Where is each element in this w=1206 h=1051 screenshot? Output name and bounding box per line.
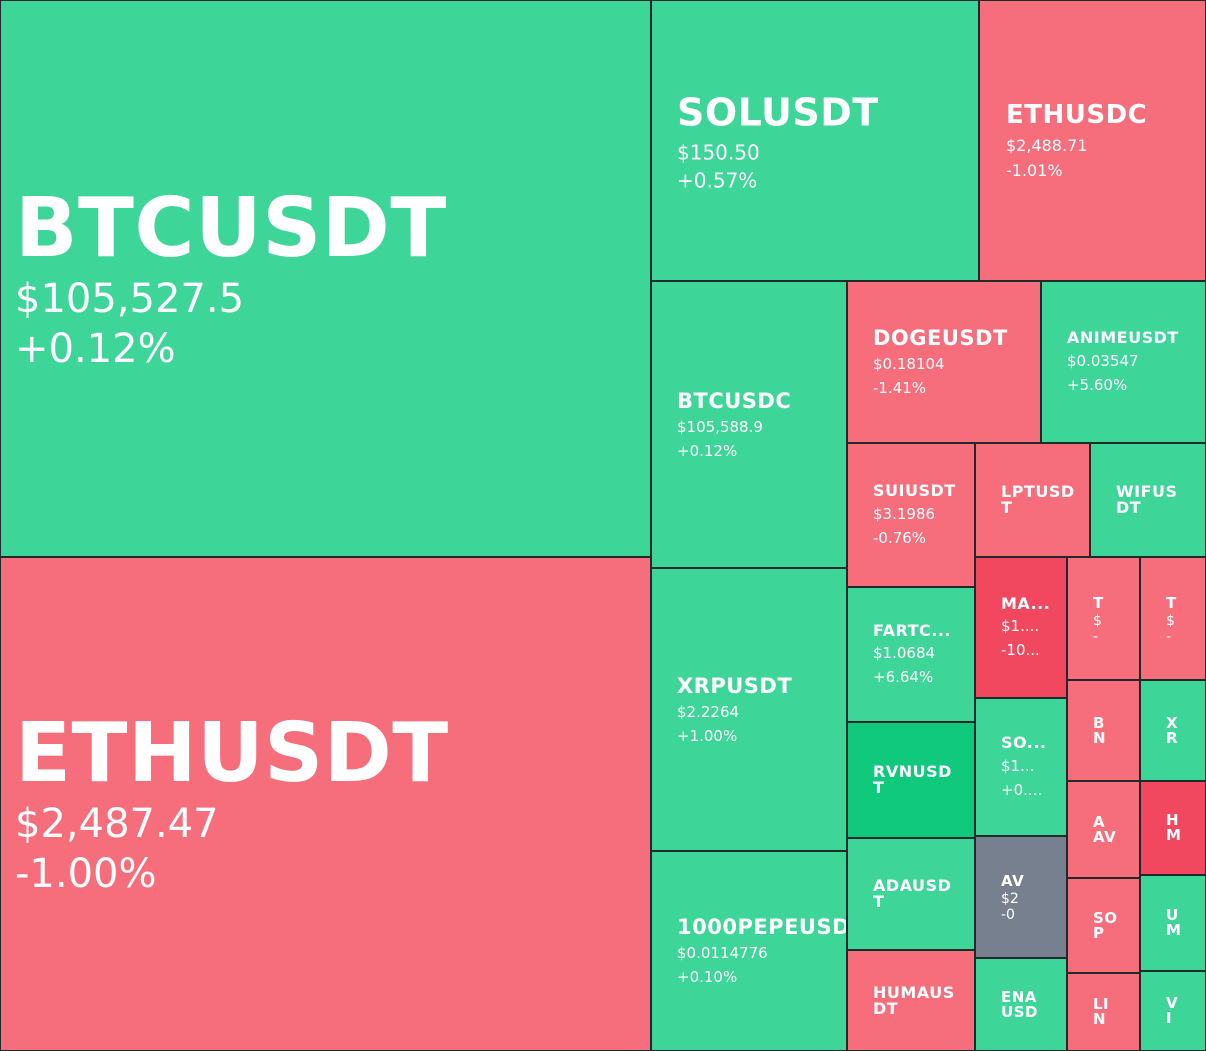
tile-price: $2.2264 <box>677 702 740 721</box>
heatmap-tile-av[interactable]: AV $2 -0 <box>975 836 1067 958</box>
tile-symbol: HUMAUS DT <box>873 982 955 1018</box>
heatmap-tile-fartc[interactable]: FARTC... $1.0684 +6.64% <box>847 587 975 722</box>
tile-symbol: AV <box>1001 871 1025 890</box>
heatmap-tile-animeusdt[interactable]: ANIMEUSDT $0.03547 +5.60% <box>1041 281 1206 443</box>
tile-change: +1.00% <box>677 726 738 745</box>
heatmap-tile-so-p[interactable]: SO P <box>1067 878 1140 973</box>
heatmap-tile-u-m[interactable]: U M <box>1140 875 1206 971</box>
tile-change: -0 <box>1001 907 1015 924</box>
tile-price: $0.0114776 <box>677 944 768 963</box>
tile-symbol: T <box>1166 593 1177 612</box>
tile-symbol: X R <box>1166 713 1179 747</box>
tile-price: $3.1986 <box>873 504 936 523</box>
tile-symbol: ANIMEUSDT <box>1067 328 1179 348</box>
tile-symbol: ETHUSDT <box>15 705 449 801</box>
heatmap-tile-ethusdt[interactable]: ETHUSDT $2,487.47 -1.00% <box>0 557 651 1051</box>
heatmap-tile-so[interactable]: SO... $1... +0.... <box>975 698 1067 836</box>
tile-symbol: ADAUSD T <box>873 876 952 911</box>
tile-price: $ <box>1093 612 1102 629</box>
tile-change: -0.76% <box>873 528 927 547</box>
tile-price: $0.18104 <box>873 355 945 374</box>
heatmap-tile-t[interactable]: T $ - <box>1140 557 1206 680</box>
heatmap-tile-x-r[interactable]: X R <box>1140 680 1206 781</box>
tile-symbol: U M <box>1166 906 1182 939</box>
tile-price: $1.0684 <box>873 644 936 663</box>
heatmap-tile-btcusdc[interactable]: BTCUSDC $105,588.9 +0.12% <box>651 281 847 568</box>
tile-change: -1.41% <box>873 379 927 398</box>
heatmap-tile-wifus-dt[interactable]: WIFUS DT <box>1090 443 1206 557</box>
heatmap-tile-li-n[interactable]: LI N <box>1067 973 1140 1051</box>
tile-price: $0.03547 <box>1067 351 1139 370</box>
heatmap-tile-t[interactable]: T $ - <box>1067 557 1140 680</box>
heatmap-tile-ma[interactable]: MA... $1.... -10... <box>975 557 1067 698</box>
heatmap-tile-1000pepeusdt[interactable]: 1000PEPEUSDT $0.0114776 +0.10% <box>651 851 847 1051</box>
tile-symbol: SUIUSDT <box>873 481 956 501</box>
tile-price: $2,488.71 <box>1006 135 1088 155</box>
tile-symbol: FARTC... <box>873 620 951 640</box>
tile-symbol: 1000PEPEUSDT <box>677 914 847 939</box>
tile-symbol: SOLUSDT <box>677 89 879 134</box>
tile-symbol: BTCUSDT <box>15 180 447 276</box>
tile-symbol: H M <box>1166 811 1182 844</box>
tile-symbol: V I <box>1166 994 1179 1027</box>
tile-price: $150.50 <box>677 140 760 165</box>
tile-change: +0.12% <box>677 441 738 460</box>
tile-symbol: LPTUSD T <box>1001 482 1075 517</box>
tile-change: - <box>1166 628 1172 645</box>
tile-change: +5.60% <box>1067 375 1128 394</box>
tile-price: $1... <box>1001 756 1035 775</box>
tile-price: $ <box>1166 612 1175 629</box>
heatmap-tile-adausd-t[interactable]: ADAUSD T <box>847 838 975 950</box>
tile-symbol: RVNUSD T <box>873 762 952 797</box>
heatmap-tile-a-av[interactable]: A AV <box>1067 781 1140 878</box>
heatmap-tile-xrpusdt[interactable]: XRPUSDT $2.2264 +1.00% <box>651 568 847 851</box>
tile-symbol: ENA USD <box>1001 987 1038 1021</box>
tile-symbol: LI N <box>1093 995 1110 1028</box>
tile-symbol: SO... <box>1001 733 1047 753</box>
heatmap-tile-dogeusdt[interactable]: DOGEUSDT $0.18104 -1.41% <box>847 281 1041 443</box>
heatmap-tile-solusdt[interactable]: SOLUSDT $150.50 +0.57% <box>651 0 979 281</box>
heatmap-tile-ena-usd[interactable]: ENA USD <box>975 958 1067 1051</box>
heatmap-tile-v-i[interactable]: V I <box>1140 971 1206 1051</box>
tile-symbol: DOGEUSDT <box>873 325 1008 350</box>
tile-symbol: B N <box>1093 713 1107 747</box>
tile-symbol: MA... <box>1001 593 1051 613</box>
tile-symbol: SO P <box>1093 908 1118 942</box>
tile-price: $105,527.5 <box>15 275 245 322</box>
tile-change: +0.10% <box>677 968 738 987</box>
heatmap-tile-ethusdc[interactable]: ETHUSDC $2,488.71 -1.01% <box>979 0 1206 281</box>
tile-symbol: BTCUSDC <box>677 388 792 413</box>
heatmap-tile-lptusd-t[interactable]: LPTUSD T <box>975 443 1090 557</box>
tile-change: +0.... <box>1001 780 1043 799</box>
heatmap-tile-h-m[interactable]: H M <box>1140 781 1206 875</box>
tile-change: +0.57% <box>677 168 758 193</box>
tile-change: -1.00% <box>15 851 157 898</box>
heatmap-tile-btcusdt[interactable]: BTCUSDT $105,527.5 +0.12% <box>0 0 651 557</box>
tile-symbol: XRPUSDT <box>677 673 793 698</box>
tile-change: +6.64% <box>873 668 934 687</box>
tile-symbol: ETHUSDC <box>1006 99 1148 130</box>
tile-symbol: WIFUS DT <box>1116 482 1178 517</box>
tile-price: $2 <box>1001 891 1019 908</box>
tile-symbol: A AV <box>1093 812 1117 846</box>
heatmap-tile-humaus-dt[interactable]: HUMAUS DT <box>847 950 975 1051</box>
tile-price: $1.... <box>1001 617 1040 636</box>
tile-symbol: T <box>1093 593 1104 612</box>
heatmap-tile-b-n[interactable]: B N <box>1067 680 1140 781</box>
tile-change: +0.12% <box>15 325 176 372</box>
tile-price: $2,487.47 <box>15 801 219 848</box>
tile-change: -1.01% <box>1006 161 1063 181</box>
tile-change: - <box>1093 628 1099 645</box>
tile-price: $105,588.9 <box>677 417 763 436</box>
heatmap-tile-rvnusd-t[interactable]: RVNUSD T <box>847 722 975 838</box>
heatmap-tile-suiusdt[interactable]: SUIUSDT $3.1986 -0.76% <box>847 443 975 587</box>
tile-change: -10... <box>1001 641 1040 660</box>
